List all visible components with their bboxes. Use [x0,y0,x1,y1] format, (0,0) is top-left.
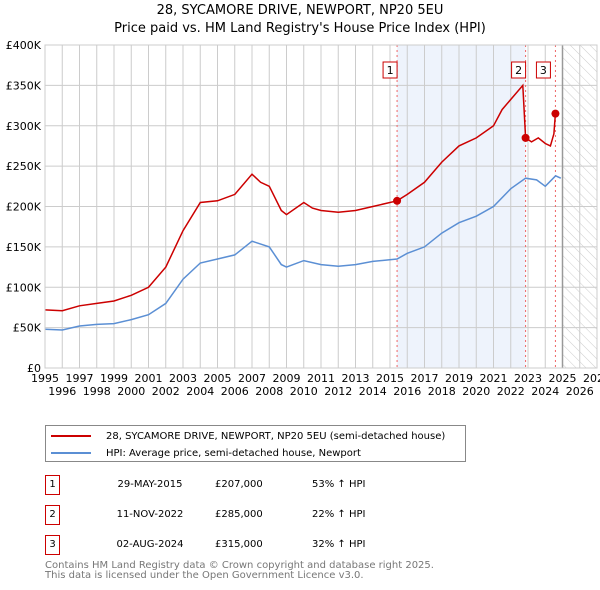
footer-copyright: Contains HM Land Registry data © Crown c… [45,560,434,571]
x-tick-label: 2027 [583,372,600,385]
x-tick-label: 2000 [117,385,145,398]
subtitle: Price paid vs. HM Land Registry's House … [114,21,486,36]
x-tick-label: 2014 [359,385,387,398]
transaction-date: 02-AUG-2024 [116,539,184,550]
marker-label: 1 [387,64,394,77]
x-tick-label: 2002 [152,385,180,398]
marker-badge: 1 [45,475,60,495]
footer: Contains HM Land Registry data © Crown c… [45,561,434,581]
x-tick-label: 2007 [238,372,266,385]
legend-property: 28, SYCAMORE DRIVE, NEWPORT, NP20 5EU (s… [106,430,446,442]
y-tick-label: £400K [6,39,42,52]
plot-frame [44,44,598,369]
y-tick-label: £200K [6,201,42,214]
x-tick-label: 2003 [169,372,197,385]
x-tick-label: 2021 [480,372,508,385]
x-tick-label: 2008 [255,385,283,398]
x-tick-label: 2022 [497,385,525,398]
y-tick-label: £100K [6,281,42,294]
x-tick-label: 1997 [66,372,94,385]
x-tick-label: 2001 [135,372,163,385]
title: 28, SYCAMORE DRIVE, NEWPORT, NP20 5EU [156,3,444,18]
y-tick-label: £350K [6,79,42,92]
x-tick-label: 2024 [531,385,559,398]
x-tick-label: 2026 [566,385,594,398]
x-tick-label: 2005 [204,372,232,385]
transaction-hpi: 22% ↑ HPI [312,509,366,520]
x-tick-label: 2020 [462,385,490,398]
x-tick-label: 2013 [342,372,370,385]
sale-point [393,196,402,205]
x-tick-label: 2023 [514,372,542,385]
transaction-price: £207,000 [215,479,263,490]
x-tick-label: 2016 [393,385,421,398]
y-tick-label: £50K [13,322,42,335]
footer-licence: This data is licensed under the Open Gov… [45,570,364,581]
sale-point [551,109,560,118]
price-chart: 1995199619971998199920002001200220032004… [6,39,600,398]
series-line [44,174,562,331]
x-tick-label: 2009 [273,372,301,385]
sale-point [521,133,530,142]
transaction-price: £285,000 [215,509,263,520]
x-tick-label: 2010 [290,385,318,398]
transaction-date: 29-MAY-2015 [117,479,183,490]
x-tick-label: 2012 [324,385,352,398]
legend-blue-line [51,452,91,454]
marker-badge: 2 [45,505,60,525]
y-tick-label: £0 [27,362,41,375]
transaction-date: 11-NOV-2022 [116,509,184,520]
chart-title: 28, SYCAMORE DRIVE, NEWPORT, NP20 5EU Pr… [0,2,600,38]
x-tick-label: 2018 [428,385,456,398]
y-tick-label: £250K [6,160,42,173]
x-tick-label: 2006 [221,385,249,398]
x-tick-label: 2017 [411,372,439,385]
x-tick-label: 2004 [186,385,214,398]
transaction-hpi: 53% ↑ HPI [312,479,366,490]
y-tick-label: £300K [6,120,42,133]
transaction-price: £315,000 [215,539,263,550]
x-tick-label: 2025 [549,372,577,385]
legend-hpi: HPI: Average price, semi-detached house,… [106,447,361,459]
marker-badge [382,61,398,79]
x-tick-label: 2015 [376,372,404,385]
marker-badge [511,61,527,79]
marker-badge [535,61,551,79]
x-tick-label: 1999 [100,372,128,385]
transaction-hpi: 32% ↑ HPI [312,539,366,550]
legend-red-line [51,435,91,437]
x-tick-label: 1995 [31,372,59,385]
marker-badge: 3 [45,535,60,555]
x-tick-label: 2011 [307,372,335,385]
marker-label: 2 [515,64,522,77]
legend: 28, SYCAMORE DRIVE, NEWPORT, NP20 5EU (s… [45,425,466,462]
x-tick-label: 2019 [445,372,473,385]
y-tick-label: £150K [6,241,42,254]
x-tick-label: 1998 [83,385,111,398]
marker-label: 3 [540,64,547,77]
x-tick-label: 1996 [48,385,76,398]
